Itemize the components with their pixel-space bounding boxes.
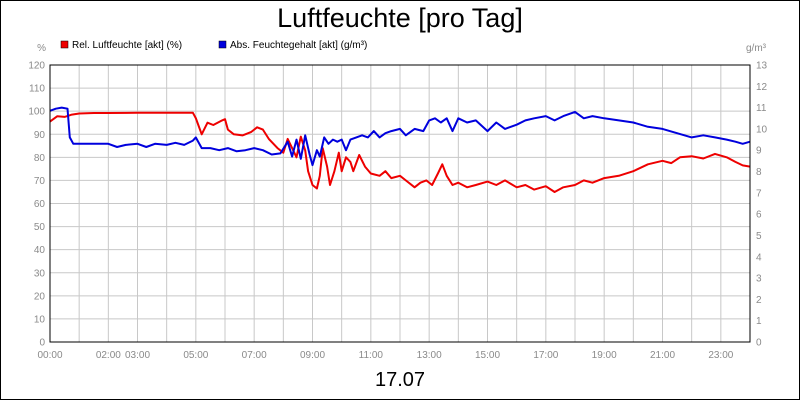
x-axis-tick-label: 05:00 <box>183 350 208 361</box>
left-axis-tick-label: 100 <box>28 107 45 118</box>
right-axis-tick-label: 3 <box>756 274 762 285</box>
right-axis-tick-label: 0 <box>756 338 762 349</box>
x-axis-tick-label: 11:00 <box>359 350 384 361</box>
x-axis-tick-label: 09:00 <box>300 350 325 361</box>
right-axis-tick-label: 6 <box>756 210 762 221</box>
series-line-1 <box>49 111 751 193</box>
left-axis-tick-label: 110 <box>29 84 45 95</box>
legend-label-2: Abs. Feuchtegehalt [akt] (g/m³) <box>230 40 367 51</box>
plot-border <box>49 64 751 343</box>
left-axis-tick-label: 70 <box>34 176 46 187</box>
x-axis-tick-label: 07:00 <box>242 350 267 361</box>
x-axis-tick-label: 13:00 <box>417 350 442 361</box>
date-label: 17.07 <box>374 369 426 391</box>
left-axis-tick-label: 120 <box>28 61 45 72</box>
right-axis-tick-label: 10 <box>756 124 768 135</box>
x-axis-tick-label: 17:00 <box>533 350 558 361</box>
left-axis: 0 10 20 30 40 50 60 70 80 90 100 110 120% <box>28 43 46 349</box>
left-axis-tick-label: 90 <box>34 130 46 141</box>
x-axis-tick-label: 15:00 <box>475 350 500 361</box>
right-axis-tick-label: 9 <box>756 146 762 157</box>
right-axis-tick-label: 4 <box>756 252 762 263</box>
left-axis-tick-label: 30 <box>34 268 46 279</box>
right-axis-tick-label: 2 <box>756 295 762 306</box>
legend: Rel. Luftfeuchte [akt] (%) Abs. Feuchtege… <box>60 40 367 51</box>
right-axis-tick-label: 13 <box>756 61 768 72</box>
chart-title: Luftfeuchte [pro Tag] <box>277 3 523 33</box>
left-axis-tick-label: 20 <box>34 291 46 302</box>
left-axis-tick-label: 10 <box>34 314 46 325</box>
x-axis-tick-label: 21:00 <box>650 350 675 361</box>
left-axis-tick-label: 0 <box>39 338 45 349</box>
right-axis-tick-label: 12 <box>756 82 768 93</box>
left-axis-tick-label: 60 <box>34 199 46 210</box>
x-axis-tick-label: 00:00 <box>37 350 62 361</box>
x-axis-tick-label: 19:00 <box>592 350 617 361</box>
left-axis-unit: % <box>37 43 46 54</box>
right-axis-tick-label: 7 <box>756 188 762 199</box>
series-layer <box>49 106 751 193</box>
x-axis-tick-label: 23:00 <box>708 350 733 361</box>
x-axis: 00:00 02:00 03:00 05:00 07:00 09:00 11:00 13:00… <box>37 350 733 361</box>
x-axis-tick-label: 03:00 <box>125 350 150 361</box>
left-axis-tick-label: 40 <box>34 245 46 256</box>
grid <box>49 64 751 343</box>
left-axis-tick-label: 50 <box>34 222 46 233</box>
right-axis-tick-label: 1 <box>756 316 762 327</box>
x-axis-tick-label: 02:00 <box>96 350 121 361</box>
left-axis-tick-label: 80 <box>34 153 46 164</box>
right-axis-tick-label: 5 <box>756 231 762 242</box>
legend-swatch-2 <box>218 40 227 49</box>
legend-swatch-1 <box>60 40 69 49</box>
series-line-2 <box>49 106 751 167</box>
legend-label-1: Rel. Luftfeuchte [akt] (%) <box>72 40 182 51</box>
right-axis-unit: g/m³ <box>746 43 767 54</box>
right-axis-tick-label: 8 <box>756 167 762 178</box>
right-axis-tick-label: 11 <box>756 103 767 114</box>
